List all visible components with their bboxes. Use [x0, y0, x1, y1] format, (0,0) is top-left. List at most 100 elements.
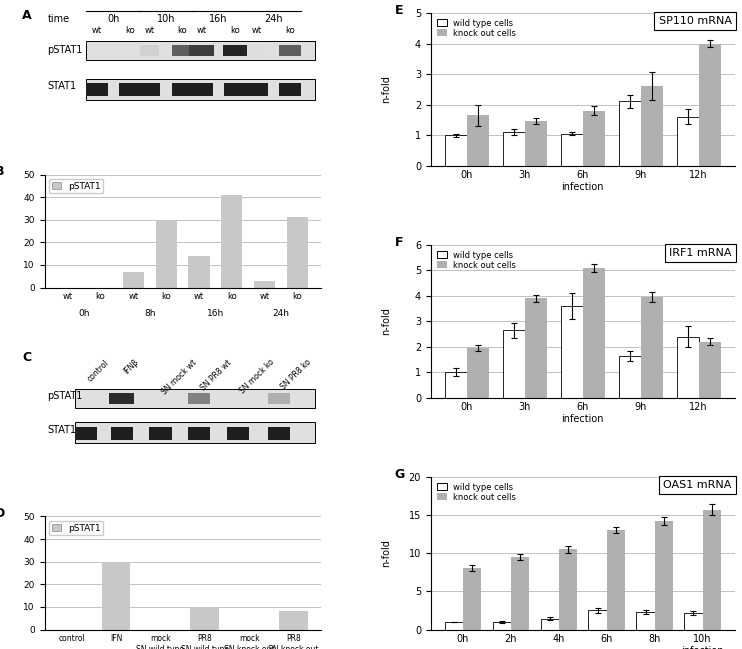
Bar: [156, 220, 177, 288]
Y-axis label: n-fold: n-fold: [381, 308, 391, 335]
Text: ko: ko: [125, 26, 135, 35]
Bar: [619, 356, 641, 398]
Bar: [75, 389, 315, 408]
Bar: [502, 330, 525, 398]
Text: wt: wt: [197, 26, 207, 35]
Bar: [641, 297, 663, 398]
Text: OAS1 mRNA: OAS1 mRNA: [663, 480, 732, 490]
Bar: [467, 348, 489, 398]
Text: 24h: 24h: [264, 14, 283, 24]
Text: 8h: 8h: [144, 309, 156, 318]
Text: E: E: [395, 4, 403, 17]
Legend: wild type cells, knock out cells: wild type cells, knock out cells: [435, 249, 518, 271]
Text: 16h: 16h: [209, 14, 228, 24]
Bar: [139, 45, 159, 56]
Text: SN PR8 wt: SN PR8 wt: [199, 358, 234, 392]
Bar: [493, 622, 510, 630]
Text: pSTAT1: pSTAT1: [47, 45, 82, 55]
Bar: [641, 86, 663, 165]
Bar: [139, 82, 160, 96]
Text: A: A: [22, 9, 32, 22]
Text: 16h: 16h: [207, 309, 224, 318]
Bar: [286, 217, 308, 288]
Text: ko: ko: [178, 26, 188, 35]
Bar: [525, 299, 547, 398]
Text: wt: wt: [252, 26, 262, 35]
Bar: [268, 426, 290, 440]
Legend: wild type cells, knock out cells: wild type cells, knock out cells: [435, 17, 518, 40]
Legend: wild type cells, knock out cells: wild type cells, knock out cells: [435, 481, 518, 503]
Text: IRF1 mRNA: IRF1 mRNA: [669, 248, 732, 258]
Text: SN mock wt: SN mock wt: [160, 358, 199, 396]
Bar: [654, 521, 673, 630]
Text: 10h: 10h: [157, 14, 175, 24]
Text: 24h: 24h: [272, 309, 289, 318]
Bar: [502, 132, 525, 165]
Bar: [561, 134, 582, 165]
Bar: [246, 82, 268, 96]
Text: SN mock ko: SN mock ko: [238, 358, 276, 396]
Bar: [188, 426, 210, 440]
Text: pSTAT1: pSTAT1: [47, 391, 82, 401]
Bar: [109, 393, 134, 404]
Bar: [86, 82, 108, 96]
Text: ko: ko: [286, 26, 295, 35]
Text: control: control: [86, 358, 111, 383]
Bar: [677, 337, 699, 398]
Text: time: time: [47, 14, 70, 24]
Bar: [171, 82, 194, 96]
Bar: [191, 607, 219, 630]
Bar: [699, 43, 720, 165]
Bar: [268, 393, 290, 404]
Bar: [86, 42, 315, 60]
Bar: [249, 45, 266, 56]
Text: F: F: [395, 236, 403, 249]
Bar: [119, 82, 141, 96]
Bar: [561, 306, 582, 398]
Bar: [75, 426, 97, 440]
Bar: [279, 82, 301, 96]
Bar: [191, 82, 213, 96]
Bar: [227, 426, 249, 440]
Bar: [188, 393, 210, 404]
Text: STAT1: STAT1: [47, 82, 76, 92]
Legend: pSTAT1: pSTAT1: [49, 521, 103, 535]
Text: B: B: [0, 165, 4, 178]
Bar: [86, 79, 315, 100]
Text: wt: wt: [92, 26, 102, 35]
Bar: [224, 82, 246, 96]
Y-axis label: n-fold: n-fold: [381, 539, 391, 567]
Bar: [467, 116, 489, 165]
Text: G: G: [395, 468, 404, 481]
Bar: [444, 135, 467, 165]
Bar: [221, 195, 243, 288]
Bar: [223, 45, 248, 56]
Bar: [254, 281, 275, 288]
Bar: [189, 45, 214, 56]
Bar: [122, 272, 144, 288]
Bar: [540, 619, 559, 630]
Bar: [559, 550, 577, 630]
Text: 0h: 0h: [79, 309, 90, 318]
Text: SP110 mRNA: SP110 mRNA: [659, 16, 732, 26]
Y-axis label: n-fold: n-fold: [381, 75, 391, 103]
Bar: [582, 268, 605, 398]
Bar: [444, 622, 463, 630]
Bar: [607, 530, 625, 630]
Legend: pSTAT1: pSTAT1: [49, 179, 103, 193]
Text: D: D: [0, 508, 5, 520]
Text: IFNβ: IFNβ: [122, 358, 140, 376]
Bar: [149, 426, 171, 440]
Text: wt: wt: [145, 26, 154, 35]
Text: SN PR8 ko: SN PR8 ko: [279, 358, 313, 391]
Bar: [279, 611, 308, 630]
Bar: [684, 613, 703, 630]
Bar: [677, 117, 699, 165]
Text: 0h: 0h: [108, 14, 119, 24]
Bar: [444, 372, 467, 398]
Bar: [188, 256, 210, 288]
Bar: [111, 426, 133, 440]
Bar: [588, 611, 607, 630]
Text: STAT1: STAT1: [47, 425, 76, 435]
Bar: [699, 341, 720, 398]
